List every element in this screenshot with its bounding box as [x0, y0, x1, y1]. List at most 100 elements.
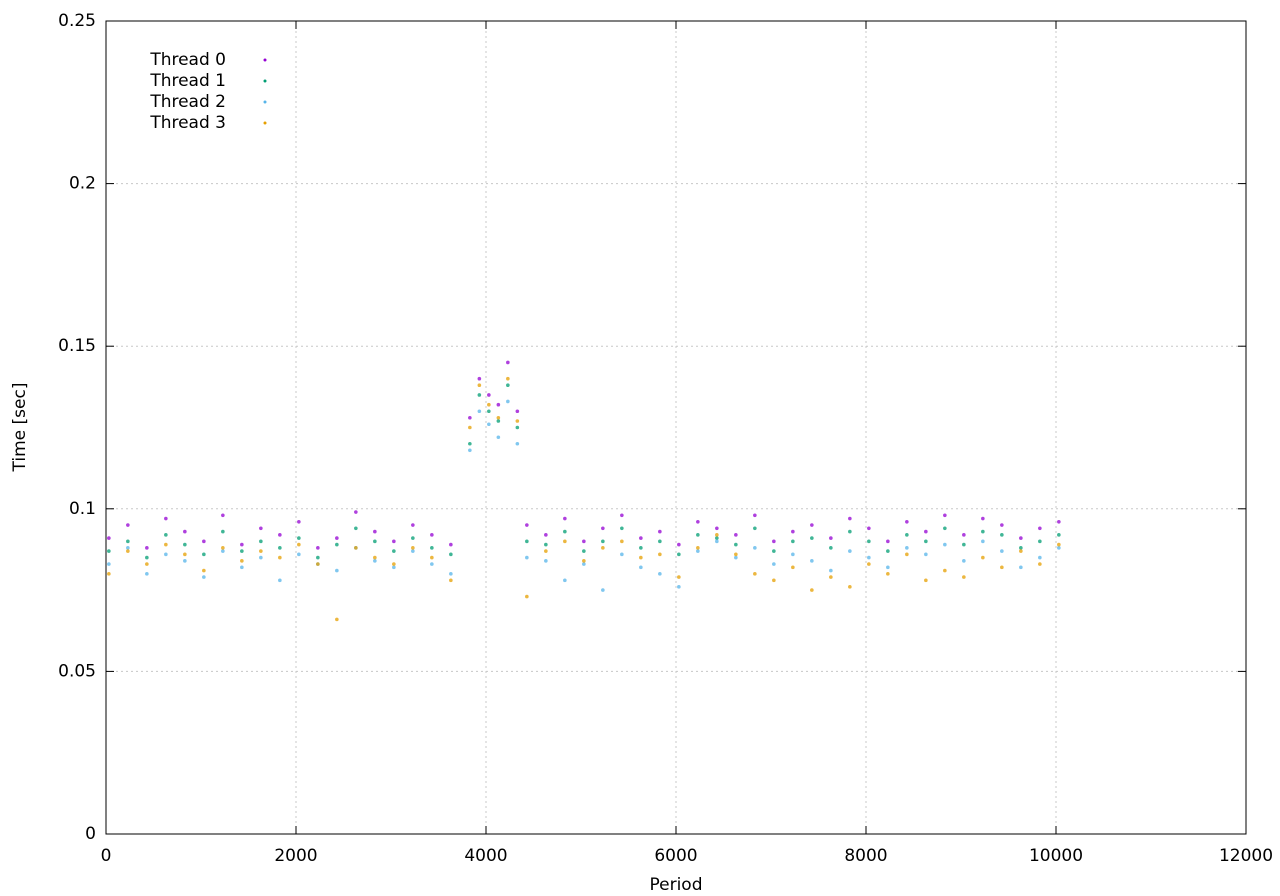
point	[715, 526, 719, 531]
x-tick-label: 12000	[1219, 846, 1273, 866]
point	[126, 549, 130, 553]
point	[202, 568, 206, 573]
point	[696, 546, 700, 550]
point	[981, 529, 985, 534]
x-tick-label: 0	[101, 846, 112, 866]
point	[354, 546, 358, 550]
point	[962, 559, 966, 563]
point	[829, 568, 833, 573]
point	[316, 562, 320, 566]
point	[981, 539, 985, 544]
legend-marker	[263, 100, 267, 104]
point	[221, 513, 225, 518]
point	[981, 516, 985, 521]
point	[515, 409, 520, 414]
point	[772, 578, 776, 583]
point	[392, 549, 396, 553]
point	[582, 549, 586, 553]
point	[620, 513, 624, 518]
point	[563, 529, 567, 534]
point	[943, 513, 947, 518]
y-tick-label: 0.15	[58, 336, 96, 356]
point	[753, 546, 757, 550]
point	[696, 549, 700, 553]
x-tick-label: 2000	[274, 846, 317, 866]
point	[1000, 565, 1004, 570]
x-tick-label: 8000	[844, 846, 887, 866]
point	[715, 533, 719, 537]
point	[962, 542, 966, 547]
point	[145, 546, 149, 550]
point	[468, 415, 472, 420]
point	[924, 578, 928, 583]
point	[715, 536, 719, 540]
legend-label: Thread 3	[149, 113, 226, 133]
point	[126, 539, 130, 544]
legend-label: Thread 0	[149, 50, 226, 70]
point	[164, 533, 168, 537]
point	[477, 409, 482, 414]
point	[791, 539, 795, 544]
point	[430, 562, 434, 566]
point	[886, 572, 890, 576]
point	[1019, 536, 1023, 540]
point	[1038, 526, 1042, 531]
y-tick-label: 0.2	[69, 174, 96, 194]
point	[734, 542, 738, 547]
point	[240, 565, 244, 570]
legend-marker	[263, 79, 267, 83]
point	[905, 533, 909, 537]
point	[772, 549, 776, 553]
point	[962, 575, 966, 579]
point	[145, 562, 149, 566]
point	[772, 562, 776, 566]
point	[1000, 533, 1004, 537]
point	[1019, 546, 1023, 550]
point	[620, 552, 624, 557]
point	[297, 542, 301, 547]
plot-border	[105, 20, 1247, 835]
point	[449, 542, 453, 547]
point	[1038, 555, 1042, 560]
point	[943, 542, 947, 547]
point	[848, 516, 852, 521]
point	[1019, 549, 1023, 553]
point	[791, 529, 795, 534]
point	[430, 533, 434, 537]
point	[316, 555, 320, 560]
point	[145, 555, 149, 560]
x-tick-label: 4000	[464, 846, 507, 866]
point	[620, 526, 624, 531]
point	[487, 393, 491, 397]
point	[107, 572, 111, 576]
point	[259, 539, 263, 544]
point	[905, 546, 909, 550]
point	[335, 536, 339, 540]
point	[867, 562, 871, 566]
y-tick-label: 0.05	[58, 661, 96, 681]
point	[335, 568, 339, 573]
point	[164, 516, 168, 521]
point	[1038, 539, 1042, 544]
point	[867, 539, 871, 544]
point	[259, 526, 263, 531]
point	[164, 542, 168, 547]
point	[202, 552, 206, 557]
point	[943, 526, 947, 531]
point	[696, 533, 700, 537]
point	[411, 546, 415, 550]
legend-marker	[263, 121, 267, 125]
point	[487, 409, 491, 414]
point	[373, 555, 377, 560]
point	[449, 572, 453, 576]
point	[639, 536, 643, 540]
point	[525, 594, 529, 599]
point	[810, 523, 814, 527]
point	[515, 441, 520, 446]
point	[259, 555, 263, 560]
point	[772, 539, 776, 544]
point	[924, 552, 928, 557]
point	[696, 520, 700, 524]
point	[563, 516, 567, 521]
